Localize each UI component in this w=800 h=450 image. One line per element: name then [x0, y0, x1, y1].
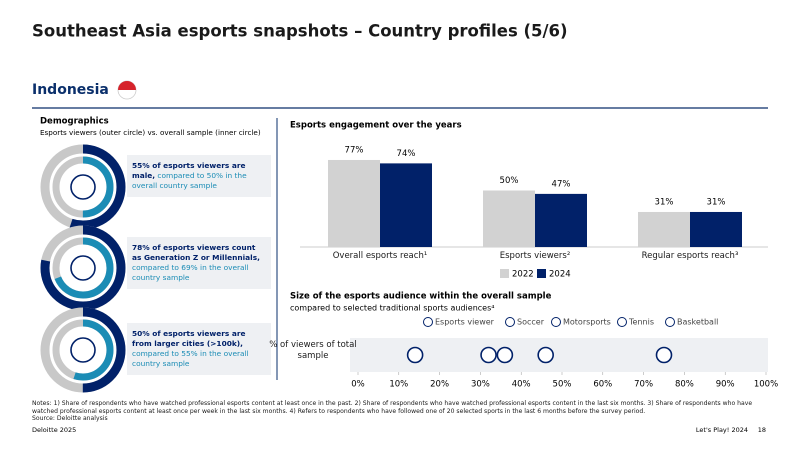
footer-left: Deloitte 2025: [32, 426, 76, 434]
dot-y-label: % of viewers of total sample: [269, 340, 357, 361]
demographics-heading: Demographics: [40, 117, 109, 127]
x-tick-label: 0%: [351, 380, 365, 390]
box-text: compared to 69% in the overall country s…: [132, 263, 249, 282]
donut-arc: [40, 307, 126, 393]
dot: [537, 346, 554, 364]
dot: [406, 346, 424, 364]
box-text: compared to 50% in the overall country s…: [132, 171, 247, 190]
legend-icon: [505, 317, 515, 327]
donut-icon: [70, 337, 96, 363]
value-label: 31%: [655, 197, 674, 207]
bar-title: Esports engagement over the years: [290, 121, 462, 131]
donut-arc: [40, 144, 126, 230]
notes: Notes: 1) Share of respondents who have …: [32, 400, 772, 423]
demographic-box: 50% of esports viewers are from larger c…: [127, 323, 271, 375]
legend-label: Esports viewer: [435, 318, 495, 327]
box-bold: 78% of esports viewers count as Generati…: [132, 243, 260, 262]
legend-label: 2024: [549, 270, 571, 280]
legend-label: Tennis: [628, 318, 654, 327]
value-label: 77%: [345, 145, 364, 155]
x-tick-label: 20%: [430, 380, 449, 390]
demographic-box: 78% of esports viewers count as Generati…: [127, 237, 271, 289]
x-tick-label: 60%: [593, 380, 612, 390]
dot: [496, 346, 514, 364]
legend-swatch: [537, 269, 546, 278]
value-label: 50%: [500, 176, 519, 186]
dot: [655, 346, 673, 364]
donut-arc: [40, 225, 126, 311]
donut-arc: [52, 319, 114, 381]
x-tick-label: 10%: [389, 380, 408, 390]
dot-title: Size of the esports audience within the …: [290, 292, 552, 302]
bar: [690, 211, 742, 247]
page-number: 18: [758, 426, 766, 434]
bar: [638, 211, 690, 247]
x-tick-label: 70%: [634, 380, 653, 390]
legend-label: Motorsports: [563, 318, 611, 327]
country-name: Indonesia: [32, 82, 109, 98]
x-tick-label: Overall esports reach¹: [332, 251, 428, 261]
x-tick-label: 90%: [716, 380, 735, 390]
legend-label: 2022: [512, 270, 534, 280]
value-label: 74%: [397, 149, 416, 159]
bar: [328, 159, 380, 247]
box-bold: 50% of esports viewers are from larger c…: [132, 329, 246, 348]
bar: [483, 190, 535, 247]
bar: [380, 163, 432, 247]
notes-text: Notes: 1) Share of respondents who have …: [32, 400, 753, 415]
box-bold: 55% of esports viewers are male,: [132, 161, 246, 180]
donut-icon: [70, 255, 96, 281]
x-tick-label: 30%: [471, 380, 490, 390]
source: Source: Deloitte analysis: [32, 415, 108, 423]
donut-arc: [52, 156, 114, 218]
legend-icon: [617, 317, 627, 327]
demographic-box: 55% of esports viewers are male, compare…: [127, 155, 271, 197]
x-tick-label: Regular esports reach³: [641, 251, 739, 261]
x-tick-label: 100%: [754, 380, 778, 390]
legend-icon: [551, 317, 561, 327]
legend-label: Basketball: [677, 318, 718, 327]
legend-icon: [423, 317, 433, 327]
slide-title: Southeast Asia esports snapshots – Count…: [32, 22, 568, 41]
box-text: compared to 55% in the overall country s…: [132, 349, 249, 368]
demographics-subheading: Esports viewers (outer circle) vs. overa…: [40, 128, 261, 137]
dot-subtitle: compared to selected traditional sports …: [290, 304, 494, 313]
donut-icon: [70, 174, 96, 200]
legend-swatch: [500, 269, 509, 278]
flag: [117, 80, 137, 100]
footer-right: Let's Play! 2024: [696, 426, 748, 434]
legend-icon: [665, 317, 675, 327]
donut-arc: [52, 237, 114, 299]
value-label: 47%: [552, 179, 571, 189]
dot: [480, 346, 497, 364]
bar: [535, 193, 587, 247]
x-tick-label: 40%: [512, 380, 531, 390]
x-tick-label: 80%: [675, 380, 694, 390]
x-tick-label: 50%: [553, 380, 572, 390]
value-label: 31%: [707, 197, 726, 207]
x-tick-label: Esports viewers²: [499, 251, 571, 261]
legend-label: Soccer: [517, 318, 545, 327]
